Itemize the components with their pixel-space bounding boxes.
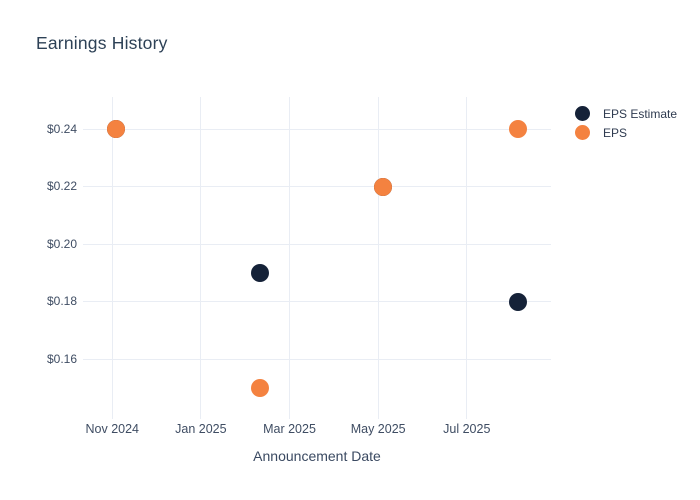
legend-item-label: EPS Estimate	[603, 106, 678, 121]
point-eps[interactable]	[374, 177, 393, 196]
x-gridline	[111, 97, 113, 419]
circle-marker-icon	[575, 125, 590, 140]
legend-item-eps[interactable]: EPS	[575, 123, 677, 142]
x-gridline	[200, 97, 202, 419]
y-tick-label: $0.24	[46, 121, 77, 136]
legend-item-label: EPS	[603, 125, 628, 140]
y-gridline	[83, 186, 551, 188]
x-gridline	[466, 97, 468, 419]
y-gridline	[83, 243, 551, 245]
y-tick-label: $0.16	[46, 351, 77, 366]
y-gridline	[83, 301, 551, 303]
legend-item-eps-estimate[interactable]: EPS Estimate	[575, 104, 677, 123]
x-gridline	[289, 97, 291, 419]
y-tick-label: $0.20	[46, 236, 77, 251]
x-tick-label: Jan 2025	[175, 422, 227, 436]
x-tick-label: Nov 2024	[85, 422, 140, 436]
y-gridline	[83, 128, 551, 130]
x-tick-label: Jul 2025	[443, 422, 491, 436]
point-eps[interactable]	[251, 379, 270, 398]
legend: EPS Estimate EPS	[575, 104, 677, 142]
point-eps[interactable]	[509, 120, 528, 139]
circle-marker-icon	[575, 106, 590, 121]
x-axis-title: Announcement Date	[253, 448, 381, 464]
x-gridline	[377, 97, 379, 419]
y-gridline	[83, 358, 551, 360]
chart-title: Earnings History	[36, 33, 168, 53]
x-tick-label: May 2025	[350, 422, 406, 436]
point-eps-estimate[interactable]	[251, 264, 270, 283]
x-tick-label: Mar 2025	[263, 422, 316, 436]
point-eps[interactable]	[107, 120, 126, 139]
y-tick-label: $0.18	[46, 294, 77, 309]
point-eps-estimate[interactable]	[509, 292, 528, 311]
y-tick-label: $0.22	[46, 179, 77, 194]
